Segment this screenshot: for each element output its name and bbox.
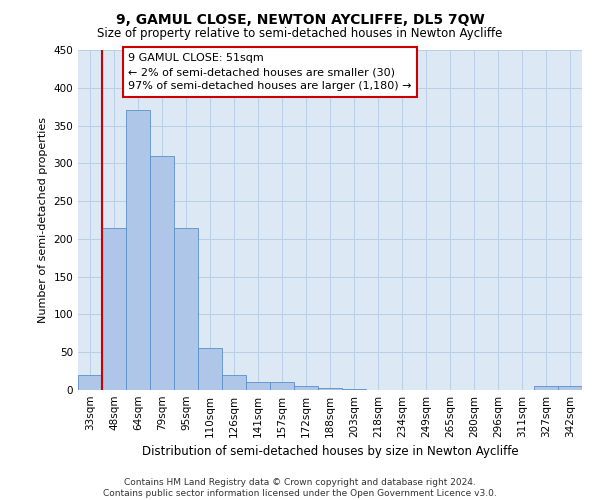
Bar	[174, 228, 198, 390]
Text: 9 GAMUL CLOSE: 51sqm
← 2% of semi-detached houses are smaller (30)
97% of semi-d: 9 GAMUL CLOSE: 51sqm ← 2% of semi-detach…	[128, 53, 412, 91]
Y-axis label: Number of semi-detached properties: Number of semi-detached properties	[38, 117, 48, 323]
Bar	[294, 386, 318, 390]
Bar	[318, 388, 342, 390]
Bar	[126, 110, 150, 390]
Bar	[102, 228, 126, 390]
X-axis label: Distribution of semi-detached houses by size in Newton Aycliffe: Distribution of semi-detached houses by …	[142, 446, 518, 458]
Bar	[534, 386, 558, 390]
Bar	[342, 389, 366, 390]
Bar	[150, 156, 174, 390]
Text: 9, GAMUL CLOSE, NEWTON AYCLIFFE, DL5 7QW: 9, GAMUL CLOSE, NEWTON AYCLIFFE, DL5 7QW	[116, 12, 484, 26]
Text: Size of property relative to semi-detached houses in Newton Aycliffe: Size of property relative to semi-detach…	[97, 28, 503, 40]
Bar	[558, 386, 582, 390]
Bar	[78, 375, 102, 390]
Text: Contains HM Land Registry data © Crown copyright and database right 2024.
Contai: Contains HM Land Registry data © Crown c…	[103, 478, 497, 498]
Bar	[246, 382, 270, 390]
Bar	[198, 348, 222, 390]
Bar	[270, 382, 294, 390]
Bar	[222, 375, 246, 390]
